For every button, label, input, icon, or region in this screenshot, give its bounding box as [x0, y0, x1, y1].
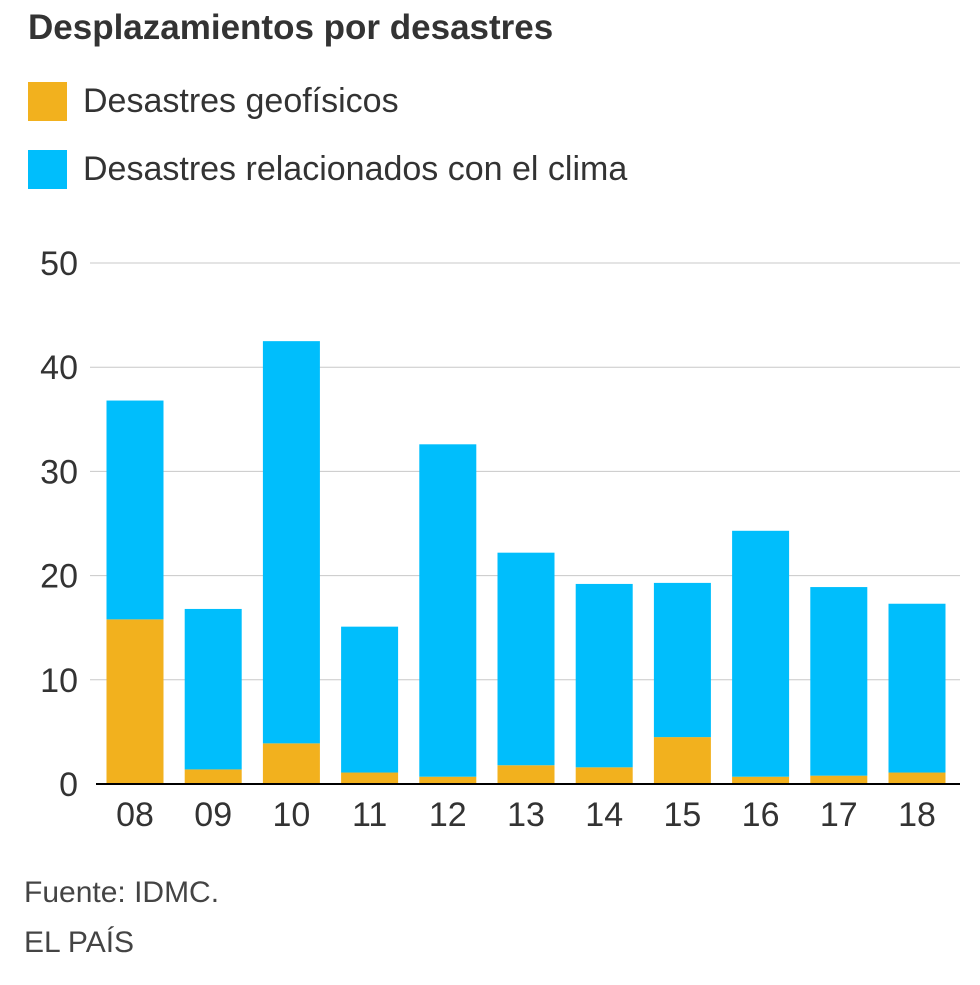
bar-geofisicos [888, 772, 946, 784]
y-tick-label: 40 [40, 349, 78, 387]
x-tick-label: 14 [585, 796, 623, 834]
bar-geofisicos [575, 767, 633, 784]
legend-item-clima: Desastres relacionados con el clima [28, 150, 627, 189]
bar-geofisicos [106, 619, 164, 784]
bar-geofisicos [497, 765, 555, 784]
legend-swatch-clima [28, 150, 67, 189]
y-tick-label: 20 [40, 558, 78, 596]
x-tick-label: 09 [194, 796, 232, 834]
x-tick-label: 11 [352, 796, 387, 834]
source-note: Fuente: IDMC. [24, 876, 220, 909]
y-tick-label: 50 [40, 245, 78, 283]
bar-clima [106, 400, 164, 620]
bar-clima [419, 444, 477, 777]
chart-title: Desplazamientos por desastres [28, 8, 554, 47]
bar-clima [262, 341, 320, 744]
bar-clima [575, 583, 633, 768]
bar-clima [341, 626, 399, 773]
legend-item-geofisicos: Desastres geofísicos [28, 82, 399, 121]
x-tick-label: 08 [116, 796, 154, 834]
x-tick-label: 15 [663, 796, 701, 834]
legend-label: Desastres geofísicos [83, 82, 399, 120]
legend-swatch-geofisicos [28, 82, 67, 121]
x-tick-label: 16 [742, 796, 780, 834]
y-tick-label: 0 [59, 766, 78, 804]
bar-geofisicos [184, 769, 242, 784]
y-tick-label: 30 [40, 453, 78, 491]
bar-geofisicos [732, 776, 790, 784]
bar-geofisicos [262, 743, 320, 784]
bar-clima [732, 530, 790, 777]
legend-label: Desastres relacionados con el clima [83, 150, 628, 188]
x-tick-label: 10 [272, 796, 310, 834]
bar-clima [184, 608, 242, 770]
x-tick-label: 17 [820, 796, 858, 834]
y-tick-label: 10 [40, 662, 78, 700]
bar-clima [810, 587, 868, 776]
bar-clima [888, 603, 946, 773]
brand-label: EL PAÍS [24, 926, 135, 959]
x-tick-label: 18 [898, 796, 936, 834]
bar-geofisicos [653, 737, 711, 784]
x-tick-label: 13 [507, 796, 545, 834]
bar-clima [653, 582, 711, 738]
bar-clima [497, 552, 555, 766]
x-tick-label: 12 [429, 796, 467, 834]
bar-geofisicos [810, 775, 868, 784]
bar-geofisicos [341, 772, 399, 784]
bar-geofisicos [419, 776, 477, 784]
